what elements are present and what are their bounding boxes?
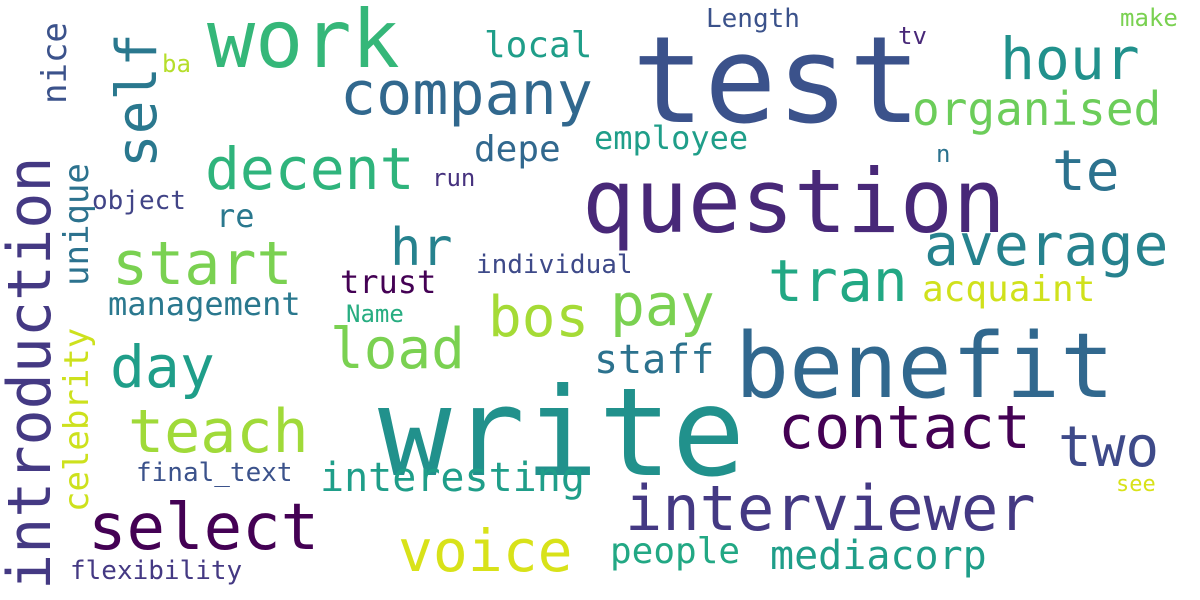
word-work: work [207,0,400,86]
word-company: company [340,59,593,129]
word-day: day [110,333,215,401]
word-teach: teach [128,397,309,467]
word-decent: decent [205,135,415,203]
word-flexibility: flexibility [70,556,243,586]
word-bos: bos [488,285,590,350]
word-write: write [378,362,746,504]
word-te: te [1052,139,1120,204]
word-n: n [936,140,951,168]
word-tv: tv [898,22,927,50]
word-hour: hour [1000,25,1140,93]
word-average: average [924,211,1169,279]
word-select: select [88,491,320,565]
word-depe: depe [474,129,561,170]
word-celebrity: celebrity [57,327,97,512]
word-test: test [632,12,921,151]
word-hr: hr [390,218,453,278]
word-introduction: introduction [0,156,65,590]
word-management: management [108,285,301,323]
word-self: self [105,33,170,168]
word-voice: voice [398,517,573,585]
word-local: local [484,25,593,66]
word-trust: trust [340,263,437,301]
word-final-text: final_text [136,458,293,488]
word-see: see [1116,472,1156,497]
word-employee: employee [594,119,749,157]
word-make: make [1120,4,1178,32]
word-acquaint: acquaint [922,269,1096,310]
word-length: Length [706,4,800,34]
word-ba: ba [162,50,191,78]
word-unique: unique [57,163,97,286]
word-interviewer: interviewer [625,472,1036,545]
word-individual: individual [476,250,633,280]
word-run: run [432,164,476,192]
word-start: start [112,229,293,299]
word-organised: organised [912,82,1162,136]
word-load: load [330,317,465,382]
word-people: people [610,531,741,572]
word-contact: contact [778,393,1031,463]
word-two: two [1058,415,1160,480]
word-benefit: benefit [735,314,1115,419]
word-staff: staff [594,337,715,383]
word-object: object [92,186,186,216]
word-mediacorp: mediacorp [770,533,987,579]
word-name: Name [346,300,404,328]
word-question: question [582,150,1006,253]
word-re: re [216,197,255,235]
word-pay: pay [610,271,715,339]
word-nice: nice [35,22,75,104]
word-tran: tran [768,247,908,315]
word-interesting: interesting [320,455,585,501]
